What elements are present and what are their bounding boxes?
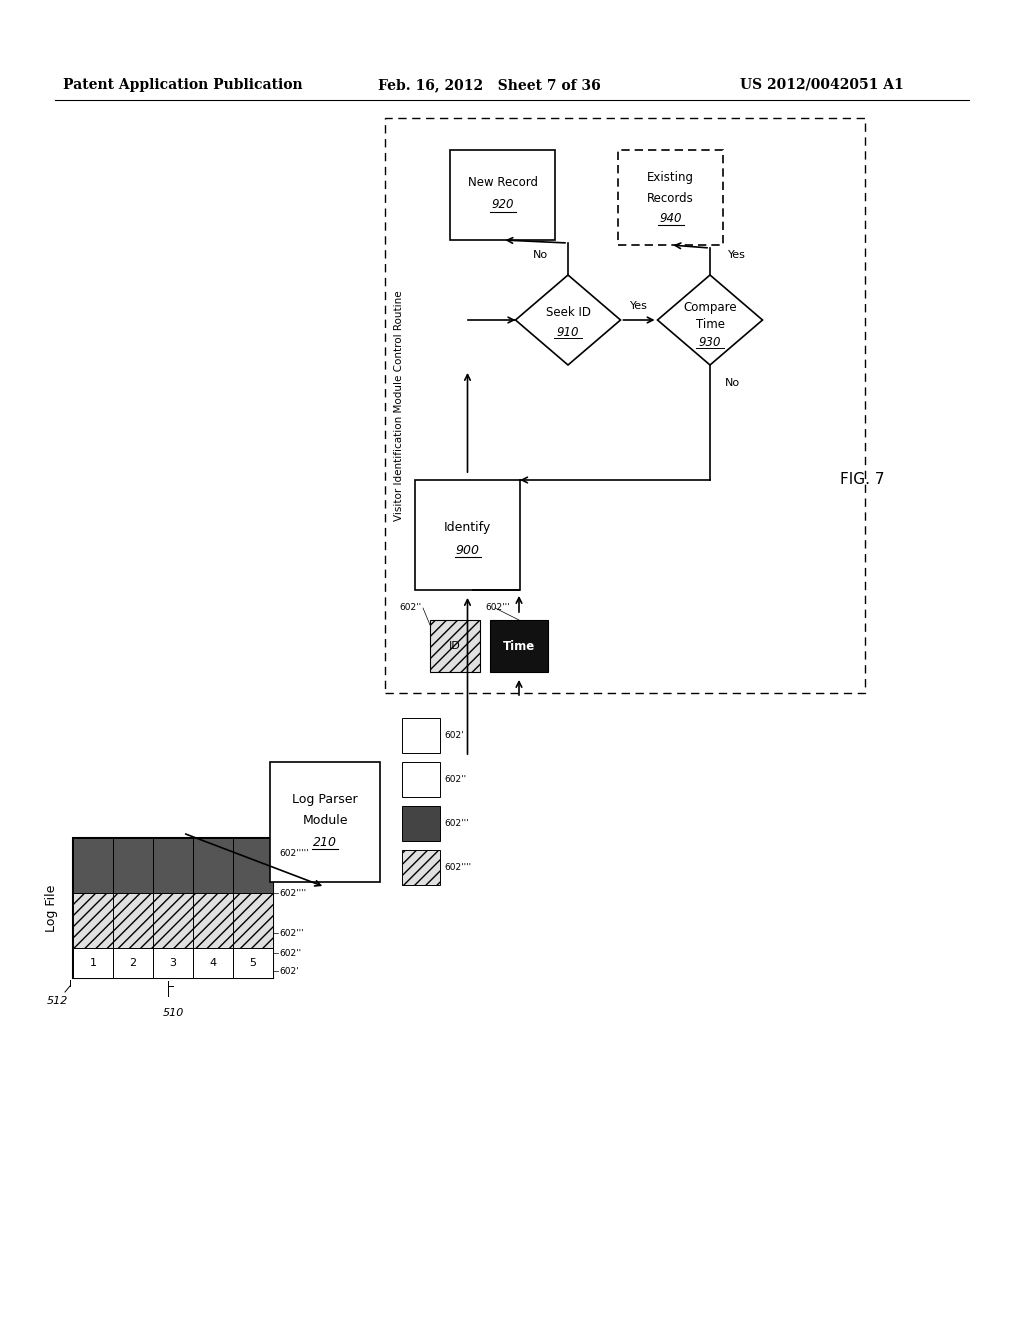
FancyBboxPatch shape [450, 150, 555, 240]
FancyBboxPatch shape [233, 948, 273, 978]
Text: 602'': 602'' [444, 775, 466, 784]
Text: 602': 602' [279, 966, 299, 975]
Text: No: No [532, 249, 548, 260]
Text: 510: 510 [163, 1008, 183, 1018]
FancyBboxPatch shape [233, 838, 273, 894]
Text: Existing: Existing [647, 172, 694, 185]
FancyBboxPatch shape [233, 894, 273, 948]
FancyBboxPatch shape [402, 762, 440, 797]
Text: 920: 920 [492, 198, 514, 211]
Text: 602''': 602''' [444, 818, 469, 828]
FancyBboxPatch shape [113, 838, 153, 894]
Text: No: No [725, 378, 740, 388]
FancyBboxPatch shape [193, 948, 233, 978]
Text: 940: 940 [659, 211, 682, 224]
FancyBboxPatch shape [73, 838, 113, 894]
Text: Yes: Yes [630, 301, 648, 312]
FancyBboxPatch shape [402, 807, 440, 841]
FancyBboxPatch shape [73, 948, 113, 978]
Text: 2: 2 [129, 958, 136, 968]
FancyBboxPatch shape [73, 894, 113, 948]
Text: 3: 3 [170, 958, 176, 968]
Text: New Record: New Record [468, 176, 538, 189]
Text: Module: Module [302, 813, 348, 826]
Text: 910: 910 [557, 326, 580, 338]
FancyBboxPatch shape [153, 894, 193, 948]
Text: 210: 210 [313, 836, 337, 849]
Text: Feb. 16, 2012   Sheet 7 of 36: Feb. 16, 2012 Sheet 7 of 36 [378, 78, 601, 92]
FancyBboxPatch shape [618, 150, 723, 246]
Text: 602''': 602''' [279, 928, 304, 937]
Text: Log Parser: Log Parser [292, 793, 357, 807]
Polygon shape [657, 275, 763, 366]
FancyBboxPatch shape [402, 850, 440, 884]
Text: Records: Records [647, 191, 694, 205]
FancyBboxPatch shape [430, 620, 480, 672]
Text: 602'''': 602'''' [444, 863, 471, 873]
FancyBboxPatch shape [415, 480, 520, 590]
FancyBboxPatch shape [113, 948, 153, 978]
Text: Seek ID: Seek ID [546, 305, 591, 318]
Text: Time: Time [503, 639, 536, 652]
FancyBboxPatch shape [73, 838, 273, 978]
FancyBboxPatch shape [153, 838, 193, 894]
Text: Compare: Compare [683, 301, 737, 314]
Text: 4: 4 [210, 958, 216, 968]
Text: Time: Time [695, 318, 725, 331]
Text: 602'': 602'' [400, 603, 422, 612]
Text: 930: 930 [698, 335, 721, 348]
FancyBboxPatch shape [402, 718, 440, 752]
Text: Log File: Log File [44, 884, 57, 932]
Polygon shape [515, 275, 621, 366]
Text: 602''''': 602''''' [279, 849, 308, 858]
FancyBboxPatch shape [270, 762, 380, 882]
FancyBboxPatch shape [113, 894, 153, 948]
Text: 900: 900 [456, 544, 479, 557]
Text: Patent Application Publication: Patent Application Publication [63, 78, 303, 92]
Text: US 2012/0042051 A1: US 2012/0042051 A1 [740, 78, 904, 92]
FancyBboxPatch shape [490, 620, 548, 672]
Text: Identify: Identify [443, 521, 492, 535]
Text: 5: 5 [250, 958, 256, 968]
Text: Yes: Yes [728, 249, 745, 260]
FancyBboxPatch shape [193, 838, 233, 894]
FancyBboxPatch shape [193, 894, 233, 948]
Text: 512: 512 [47, 997, 68, 1006]
Text: 602'': 602'' [279, 949, 301, 957]
Text: 602'''': 602'''' [279, 888, 306, 898]
Text: ID: ID [450, 642, 461, 651]
Text: 602''': 602''' [485, 603, 510, 612]
Text: 602': 602' [444, 731, 464, 741]
Text: 1: 1 [89, 958, 96, 968]
Text: FIG. 7: FIG. 7 [840, 473, 885, 487]
Text: Visitor Identification Module Control Routine: Visitor Identification Module Control Ro… [394, 290, 404, 521]
FancyBboxPatch shape [153, 948, 193, 978]
